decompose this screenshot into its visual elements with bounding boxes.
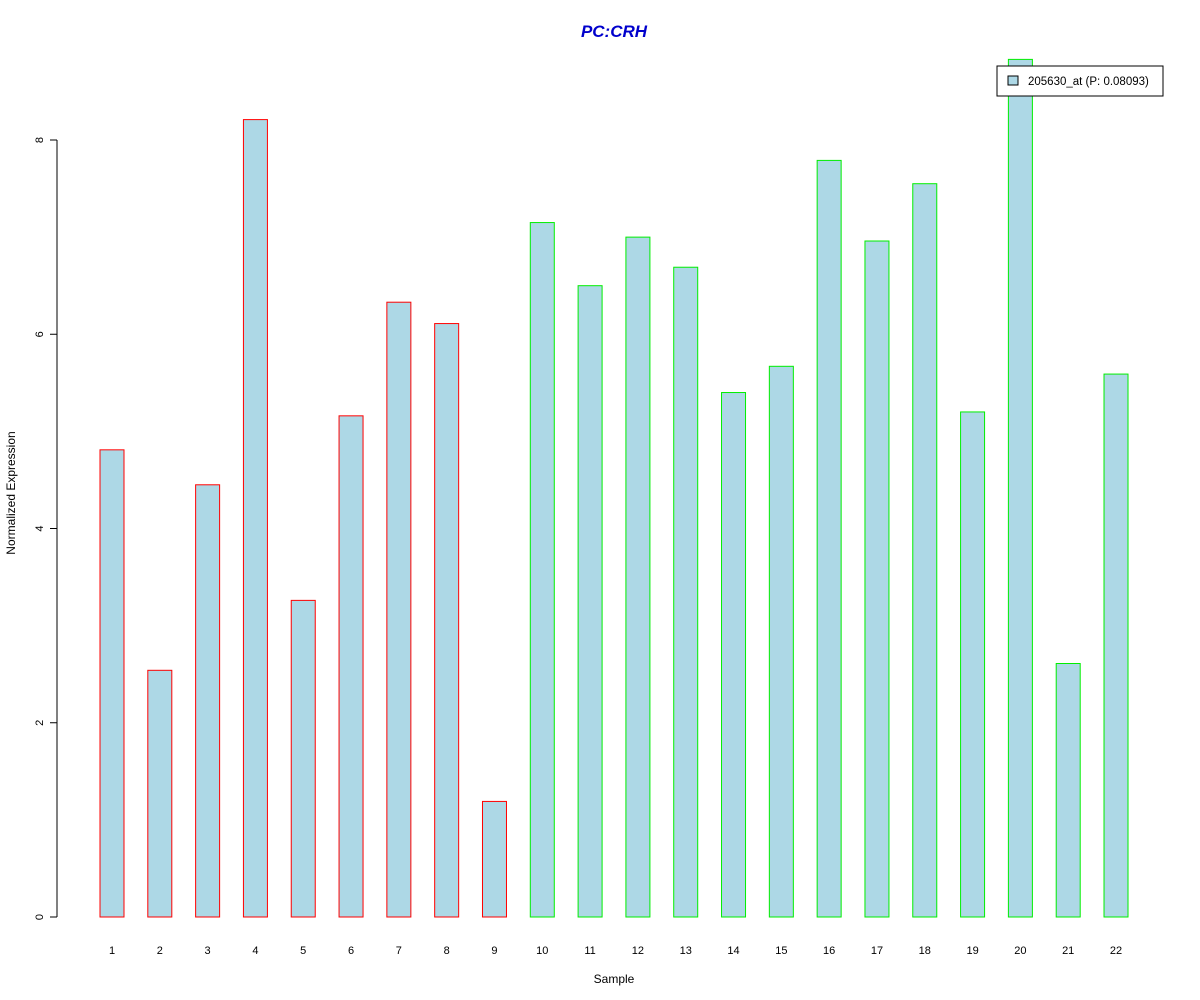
x-tick-label: 20 <box>1014 945 1026 957</box>
x-tick-label: 9 <box>491 945 497 957</box>
x-tick-label: 17 <box>871 945 883 957</box>
x-tick-label: 3 <box>205 945 211 957</box>
bar-sample-14 <box>721 392 747 918</box>
x-tick-label: 7 <box>396 945 402 957</box>
bar-sample-5 <box>290 599 316 918</box>
x-tick-label: 16 <box>823 945 835 957</box>
legend: 205630_at (P: 0.08093) <box>996 65 1164 97</box>
chart-title: PC:CRH <box>581 22 648 41</box>
bars <box>99 58 1129 918</box>
x-tick-label: 2 <box>157 945 163 957</box>
legend-label: 205630_at (P: 0.08093) <box>1028 76 1149 88</box>
y-tick-label: 4 <box>34 525 46 531</box>
bar-sample-20 <box>1007 58 1033 918</box>
y-axis: 0 2 4 6 8 <box>34 137 58 920</box>
x-tick-label: 13 <box>680 945 692 957</box>
x-tick-label: 22 <box>1110 945 1122 957</box>
bar-sample-16 <box>816 159 842 918</box>
x-axis-label: Sample <box>594 972 635 986</box>
x-tick-label: 21 <box>1062 945 1074 957</box>
x-tick-label: 12 <box>632 945 644 957</box>
x-tick-label: 10 <box>536 945 548 957</box>
y-axis-label: Normalized Expression <box>4 431 18 554</box>
x-tick-label: 8 <box>444 945 450 957</box>
x-tick-label: 11 <box>584 945 595 957</box>
y-tick-label: 6 <box>34 331 46 337</box>
bar-sample-7 <box>386 301 412 918</box>
bar-sample-11 <box>577 285 603 918</box>
bar-sample-6 <box>338 415 364 918</box>
bar-sample-9 <box>481 800 507 918</box>
bar-sample-18 <box>912 183 938 918</box>
bar-sample-10 <box>529 222 555 918</box>
bar-sample-2 <box>147 669 173 918</box>
x-tick-label: 18 <box>919 945 931 957</box>
bar-sample-12 <box>625 236 651 918</box>
bar-sample-13 <box>673 266 699 918</box>
bar-sample-17 <box>864 240 890 918</box>
bar-sample-1 <box>99 449 125 918</box>
bar-sample-8 <box>434 323 460 918</box>
x-tick-label: 19 <box>966 945 978 957</box>
bar-sample-22 <box>1103 373 1129 918</box>
legend-box <box>996 65 1164 97</box>
x-tick-label: 1 <box>109 945 115 957</box>
legend-swatch <box>1007 75 1019 86</box>
x-tick-labels: 1 2 3 4 5 6 7 8 9 10 11 12 13 14 15 16 17 18 19 20 21 22 <box>109 945 1122 957</box>
y-tick-label: 0 <box>34 914 46 920</box>
bar-sample-3 <box>195 484 221 918</box>
y-tick-label: 2 <box>34 720 46 726</box>
y-tick-label: 8 <box>34 137 46 143</box>
x-tick-label: 5 <box>300 945 306 957</box>
x-tick-label: 4 <box>252 945 258 957</box>
bar-sample-21 <box>1055 663 1081 918</box>
bar-sample-19 <box>960 411 986 918</box>
bar-sample-15 <box>768 365 794 918</box>
x-tick-label: 14 <box>727 945 739 957</box>
x-tick-label: 15 <box>775 945 787 957</box>
x-tick-label: 6 <box>348 945 354 957</box>
bar-sample-4 <box>242 119 268 918</box>
